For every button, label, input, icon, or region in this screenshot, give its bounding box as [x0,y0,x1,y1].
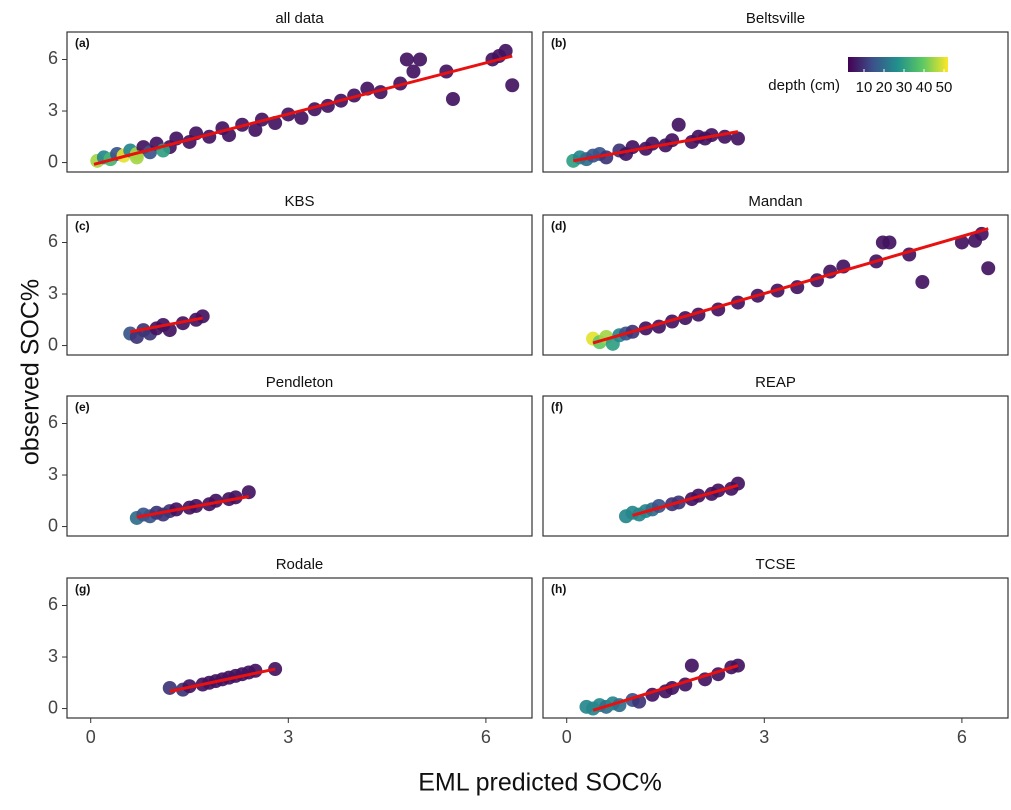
y-tick-label: 6 [48,231,58,251]
x-tick-label: 3 [759,727,769,747]
point [294,110,309,125]
fit-line [136,495,250,519]
panel-label: (e) [75,400,90,414]
point [505,78,520,93]
x-tick-label: 6 [957,727,967,747]
fit-line [93,54,513,166]
point [195,309,210,324]
panel-label: (b) [551,36,566,50]
y-tick-label: 0 [48,151,58,171]
fit-line [573,130,739,163]
y-tick-label: 3 [48,646,58,666]
point [915,274,930,289]
panel-label: (a) [75,36,90,50]
x-tick-label: 6 [481,727,491,747]
legend-title: depth (cm) [768,77,840,94]
strip-title: Mandan [748,193,802,210]
point [671,117,686,132]
x-axis-title: EML predicted SOC% [418,769,662,797]
point [981,261,996,276]
strip-title: Rodale [276,556,324,573]
colorbar [848,57,948,72]
y-tick-label: 3 [48,464,58,484]
panel-label: (f) [551,400,563,414]
fit-line [632,483,739,517]
y-tick-label: 6 [48,412,58,432]
point [399,52,414,67]
y-tick-label: 3 [48,283,58,303]
point [684,658,699,673]
panel-label: (h) [551,582,566,596]
y-tick-label: 0 [48,697,58,717]
strip-title: Pendleton [266,374,334,391]
point [730,131,745,146]
point [954,235,969,250]
panel-label: (d) [551,219,566,233]
fit-line [592,227,989,345]
point [498,43,513,58]
strip-title: KBS [284,193,314,210]
y-tick-label: 6 [48,594,58,614]
fit-line [129,316,203,334]
panel [66,577,533,719]
strip-title: REAP [755,374,796,391]
y-tick-label: 3 [48,100,58,120]
fit-line [169,667,276,693]
x-tick-label: 0 [86,727,96,747]
point [599,150,614,165]
strip-title: TCSE [755,556,795,573]
y-tick-label: 0 [48,515,58,535]
panel-label: (g) [75,582,90,596]
point [162,323,177,338]
point [882,235,897,250]
colorbar-tick-label: 40 [916,79,933,96]
colorbar-tick-label: 50 [936,79,953,96]
panel [542,395,1009,537]
y-tick-label: 0 [48,334,58,354]
strip-title: all data [275,10,324,27]
fit-line [592,664,739,712]
y-tick-label: 6 [48,48,58,68]
colorbar-tick-label: 10 [856,79,873,96]
panel [542,577,1009,719]
point [445,91,460,106]
point [162,680,177,695]
x-tick-label: 0 [562,727,572,747]
point [730,476,745,491]
point [248,122,263,137]
colorbar-tick-label: 30 [896,79,913,96]
strip-title: Beltsville [746,10,805,27]
x-tick-label: 3 [283,727,293,747]
colorbar-tick-label: 20 [876,79,893,96]
point [406,64,421,79]
panel-label: (c) [75,219,90,233]
point [413,52,428,67]
y-axis-title: observed SOC% [17,279,45,465]
